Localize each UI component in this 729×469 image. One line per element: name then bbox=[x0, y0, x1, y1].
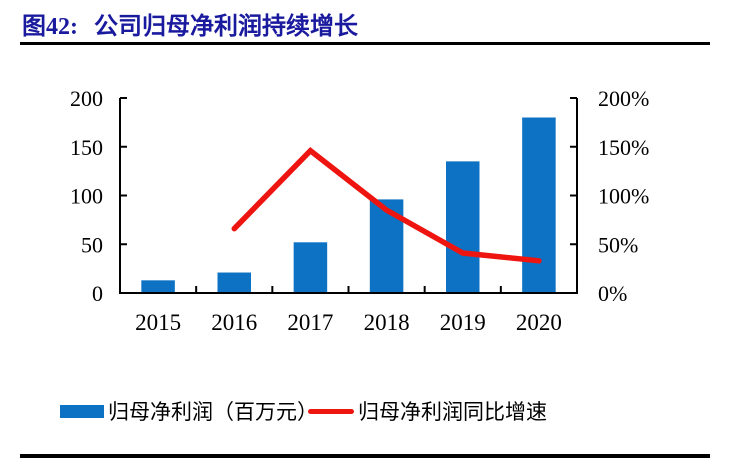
right-axis-tick-label: 200% bbox=[598, 86, 649, 111]
x-axis-label-2016: 2016 bbox=[211, 310, 257, 335]
bar-2020 bbox=[522, 117, 556, 293]
right-axis-tick-label: 50% bbox=[598, 232, 638, 257]
left-axis-tick-label: 50 bbox=[81, 232, 103, 257]
bottom-rule bbox=[20, 454, 710, 458]
left-axis-tick-label: 0 bbox=[92, 281, 103, 306]
combo-chart: 0 50 100 150 200 0% 50% 100% 150% 200% 2015 2016 201… bbox=[70, 86, 649, 335]
figure-title-text: 公司归母净利润持续增长 bbox=[94, 14, 358, 40]
left-axis-tick-label: 100 bbox=[70, 184, 103, 209]
bar-legend-swatch bbox=[60, 405, 104, 418]
x-axis-label-2017: 2017 bbox=[287, 310, 333, 335]
left-axis-tick-label: 200 bbox=[70, 86, 103, 111]
bar-legend-label: 归母净利润（百万元） bbox=[108, 400, 318, 424]
right-axis-tick-label: 100% bbox=[598, 184, 649, 209]
x-axis-label-2020: 2020 bbox=[516, 310, 562, 335]
bar-2017 bbox=[293, 242, 328, 293]
right-axis-tick-label: 0% bbox=[598, 281, 627, 306]
line-legend-swatch bbox=[308, 409, 354, 414]
growth-line bbox=[231, 146, 542, 264]
x-axis-label-2019: 2019 bbox=[440, 310, 486, 335]
bar-2015 bbox=[141, 280, 175, 293]
figure-title: 图42: 公司归母净利润持续增长 bbox=[22, 6, 358, 41]
bar-2016 bbox=[217, 272, 252, 293]
figure-number-label: 图42: bbox=[22, 14, 78, 40]
x-axis-label-2018: 2018 bbox=[364, 310, 410, 335]
chart-legend: 归母净利润（百万元） 归母净利润同比增速 bbox=[0, 394, 729, 428]
line-legend-label: 归母净利润同比增速 bbox=[358, 400, 547, 424]
left-axis-tick-label: 150 bbox=[70, 135, 103, 160]
x-axis-label-2015: 2015 bbox=[135, 310, 181, 335]
right-axis-tick-label: 150% bbox=[598, 135, 649, 160]
bar-2019 bbox=[445, 161, 480, 293]
title-underline bbox=[20, 42, 710, 45]
bar-2018 bbox=[369, 199, 404, 293]
